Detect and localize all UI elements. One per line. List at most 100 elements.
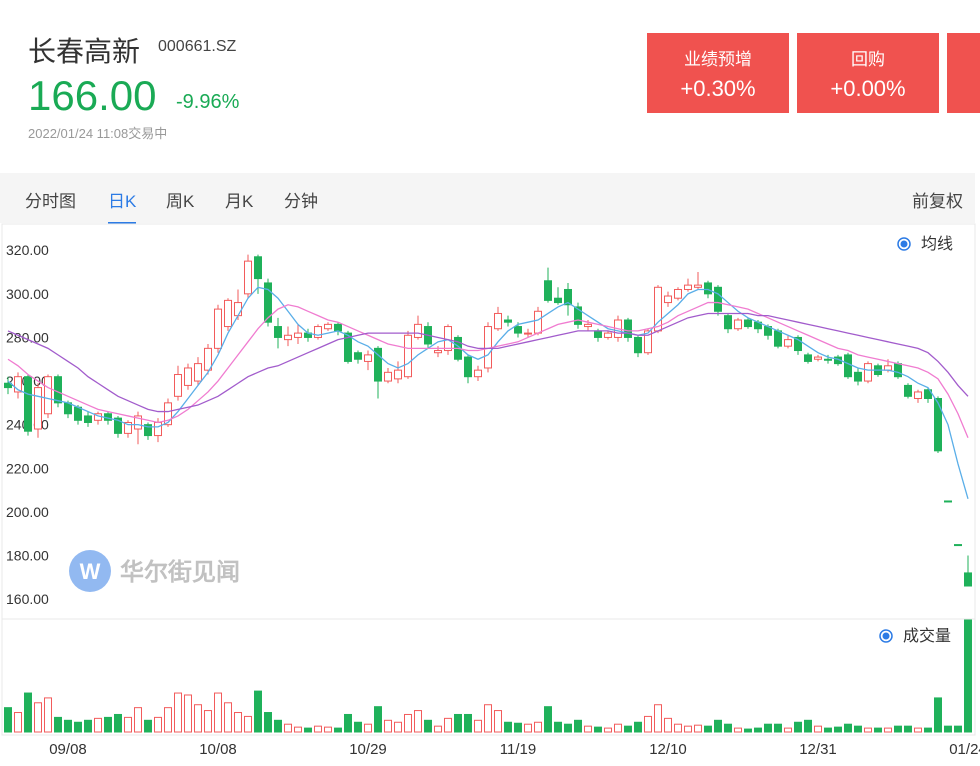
tab[interactable]: 月K: [225, 192, 254, 211]
candle-body: [414, 323, 422, 338]
volume-frame: [1, 618, 976, 736]
volume-bar: [924, 727, 932, 733]
candle-body: [474, 369, 482, 378]
volume-bar: [394, 721, 402, 733]
candle-body: [914, 391, 922, 399]
volume-bar: [634, 721, 642, 733]
candle-body: [494, 312, 502, 330]
candle-body: [964, 572, 972, 587]
volume-bar: [794, 721, 802, 733]
candle-body: [244, 260, 252, 295]
badge-value: +0.00%: [830, 76, 906, 101]
candle-body: [924, 389, 932, 399]
candle-body: [804, 354, 812, 362]
candle-body: [604, 332, 612, 338]
candle-body: [354, 352, 362, 360]
volume-bar: [94, 717, 102, 733]
volume-bar: [164, 707, 172, 733]
volume-bar: [534, 721, 542, 733]
volume-bar: [314, 725, 322, 733]
candle-body: [894, 363, 902, 378]
candle-body: [394, 369, 402, 380]
x-tick-label: 12/31: [799, 741, 837, 758]
badge-value: +0.30%: [680, 76, 756, 101]
change: -9.96%: [176, 91, 240, 113]
candle-body: [384, 371, 392, 382]
candle-body: [144, 424, 152, 437]
candle-body: [884, 365, 892, 371]
volume-bar: [104, 716, 112, 733]
volume-bar: [344, 713, 352, 733]
volume-bar: [74, 721, 82, 733]
volume-bar: [334, 727, 342, 733]
volume-bar: [454, 713, 462, 733]
ma-legend: 均线: [921, 235, 953, 253]
candle-body: [114, 417, 122, 434]
candle-body: [534, 310, 542, 334]
candle-body: [904, 384, 912, 397]
volume-bar: [284, 723, 292, 733]
y-tick-label: 180.00: [6, 547, 49, 563]
candle-body: [584, 323, 592, 328]
candle-body: [284, 334, 292, 341]
badge[interactable]: [947, 33, 980, 113]
tab-bar: 前复权 分时图 日K 周K 月K 分钟: [0, 173, 975, 224]
candle-body: [54, 376, 62, 404]
tab[interactable]: 分钟: [284, 192, 318, 211]
candle-body: [594, 330, 602, 338]
volume-bar: [804, 719, 812, 733]
candle-body: [274, 326, 282, 338]
volume-bar: [934, 697, 942, 733]
volume-bar: [494, 710, 502, 733]
candle-body: [314, 326, 322, 338]
y-tick-label: 200.00: [6, 504, 49, 520]
candle-body: [704, 282, 712, 295]
y-tick-label: 300.00: [6, 286, 49, 302]
candle-body: [434, 350, 442, 354]
volume-bar: [544, 706, 552, 733]
volume-bar: [354, 721, 362, 733]
volume-bar: [864, 727, 872, 733]
candle-body: [564, 288, 572, 306]
candle-body: [664, 295, 672, 304]
tab[interactable]: 周K: [166, 192, 195, 211]
volume-bar: [834, 726, 842, 733]
y-tick-label: 160.00: [6, 591, 49, 607]
tab[interactable]: 日K: [108, 187, 137, 224]
candle-body: [334, 323, 342, 332]
volume-bar: [664, 717, 672, 733]
price: 166.00: [28, 72, 157, 119]
candle-body: [864, 363, 872, 382]
volume-bar: [844, 723, 852, 733]
volume-bar: [614, 723, 622, 733]
candle-body: [24, 376, 32, 432]
stock-code: 000661.SZ: [158, 38, 237, 55]
adjust-toggle[interactable]: 前复权: [912, 192, 963, 211]
volume-bar: [814, 725, 822, 733]
candle-body: [74, 406, 82, 421]
volume-bar: [34, 702, 42, 733]
candle-body: [174, 374, 182, 397]
volume-bar: [114, 713, 122, 733]
volume-bar: [744, 728, 752, 733]
candle-body: [644, 330, 652, 354]
volume-bar: [424, 719, 432, 733]
tab[interactable]: 分时图: [25, 192, 76, 211]
volume-bar: [124, 716, 132, 733]
volume-bar: [604, 727, 612, 733]
volume-bar: [784, 727, 792, 733]
volume-bar: [574, 719, 582, 733]
y-tick-label: 220.00: [6, 460, 49, 476]
candle-body: [944, 500, 952, 503]
volume-bar: [194, 704, 202, 733]
badge[interactable]: 回购 +0.00%: [797, 33, 939, 113]
volume-bar: [4, 707, 12, 733]
volume-bar: [854, 725, 862, 733]
volume-bar: [214, 692, 222, 733]
volume-bar: [644, 715, 652, 733]
badge[interactable]: 业绩预增 +0.30%: [647, 33, 789, 113]
volume-bar: [84, 719, 92, 733]
watermark-text: 华尔街见闻: [120, 558, 240, 586]
volume-bar: [444, 717, 452, 733]
